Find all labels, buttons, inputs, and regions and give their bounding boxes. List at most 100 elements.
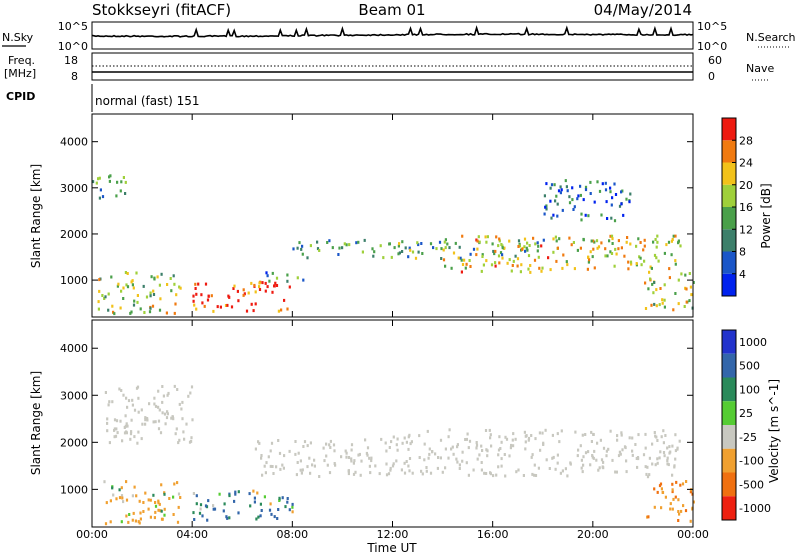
power-heatmap-cells xyxy=(92,174,695,316)
velocity-cell xyxy=(524,440,527,444)
velocity-cell xyxy=(264,471,267,475)
power-cell xyxy=(404,246,407,250)
power-cell xyxy=(160,272,163,276)
velocity-cell xyxy=(533,473,536,477)
power-cell xyxy=(653,302,656,306)
velocity-cell xyxy=(270,441,274,445)
velocity-cell xyxy=(569,462,572,466)
velocity-cell xyxy=(256,491,259,495)
velocity-cell xyxy=(302,445,305,448)
velocity-cell xyxy=(504,435,507,439)
power-cell xyxy=(318,249,321,252)
velocity-cell xyxy=(554,467,557,471)
velocity-cell xyxy=(465,437,468,441)
velocity-cell xyxy=(328,443,331,447)
velocity-cell xyxy=(284,505,287,509)
power-panel-frame xyxy=(91,113,694,318)
velocity-cell xyxy=(120,494,124,498)
velocity-cell xyxy=(444,466,447,470)
velocity-cell xyxy=(122,393,125,397)
velocity-cell xyxy=(530,455,533,459)
power-cell xyxy=(393,246,396,250)
velocity-cell xyxy=(357,453,360,457)
power-cell xyxy=(655,256,658,260)
velocity-cell xyxy=(352,461,355,465)
velocity-cell xyxy=(176,520,180,524)
power-cell xyxy=(516,264,519,268)
power-cell xyxy=(115,194,118,198)
velocity-cell xyxy=(497,448,501,452)
power-cell xyxy=(520,263,523,267)
velocity-cell xyxy=(467,446,470,450)
velocity-cell xyxy=(489,471,492,475)
power-cell xyxy=(440,247,443,251)
power-cell xyxy=(524,249,527,253)
power-cell xyxy=(490,263,494,267)
nsearch-tick-top: 10^5 xyxy=(697,20,727,33)
power-cell xyxy=(156,275,159,279)
power-cell xyxy=(543,194,546,198)
power-cell xyxy=(523,245,526,249)
velocity-cell xyxy=(466,432,469,436)
power-cell xyxy=(626,236,629,239)
power-cell xyxy=(194,282,197,286)
power-cell xyxy=(525,246,528,250)
power-cell xyxy=(549,199,552,203)
velocity-cell xyxy=(631,436,634,440)
power-cell xyxy=(668,267,671,271)
velocity-cell xyxy=(105,501,108,505)
power-cell xyxy=(124,192,127,195)
velocity-cell xyxy=(163,492,166,496)
velocity-cell xyxy=(269,449,272,453)
power-cell xyxy=(652,291,655,295)
velocity-cell xyxy=(153,516,156,520)
power-cell xyxy=(549,186,552,190)
velocity-cell xyxy=(283,454,286,458)
velocity-cell xyxy=(600,458,604,462)
power-cell xyxy=(499,251,503,255)
velocity-cell xyxy=(395,459,398,463)
velocity-cell xyxy=(625,470,628,474)
power-cell xyxy=(649,265,652,269)
velocity-cell xyxy=(425,469,428,473)
power-cell xyxy=(635,244,638,248)
power-cell xyxy=(671,238,674,241)
power-cell xyxy=(582,198,585,202)
power-cell xyxy=(620,202,623,206)
power-cell xyxy=(501,246,504,250)
power-cell xyxy=(153,276,156,280)
velocity-cell xyxy=(523,430,526,434)
power-colorbar-swatch xyxy=(722,229,736,252)
power-cell xyxy=(661,298,664,302)
power-cell xyxy=(316,247,320,251)
velocity-cell xyxy=(527,438,530,442)
velocity-cell xyxy=(132,511,135,515)
power-cell xyxy=(192,294,195,298)
power-cell xyxy=(661,301,664,305)
velocity-cell xyxy=(286,497,289,500)
velocity-cell xyxy=(137,396,140,400)
power-cell xyxy=(97,177,100,181)
velocity-cell xyxy=(179,496,182,499)
velocity-cell xyxy=(616,434,619,438)
power-cell xyxy=(465,262,468,266)
velocity-cell xyxy=(163,491,166,495)
power-cell xyxy=(120,289,123,293)
power-cell xyxy=(610,203,613,207)
velocity-cell xyxy=(167,391,170,395)
velocity-cell xyxy=(178,402,181,406)
power-cell xyxy=(484,235,487,239)
power-cell xyxy=(579,184,582,188)
power-cell xyxy=(570,243,573,247)
power-colorbar-label: Power [dB] xyxy=(759,183,773,248)
power-cell xyxy=(556,246,559,250)
velocity-cell xyxy=(648,456,651,460)
power-cell xyxy=(556,202,559,206)
velocity-cell xyxy=(125,396,128,400)
power-axes: 1000 2000 3000 4000 xyxy=(60,114,694,317)
power-cell xyxy=(201,301,204,305)
power-cell xyxy=(254,290,257,294)
power-cell xyxy=(620,190,623,194)
velocity-cell xyxy=(154,420,157,424)
power-cell xyxy=(242,288,245,292)
